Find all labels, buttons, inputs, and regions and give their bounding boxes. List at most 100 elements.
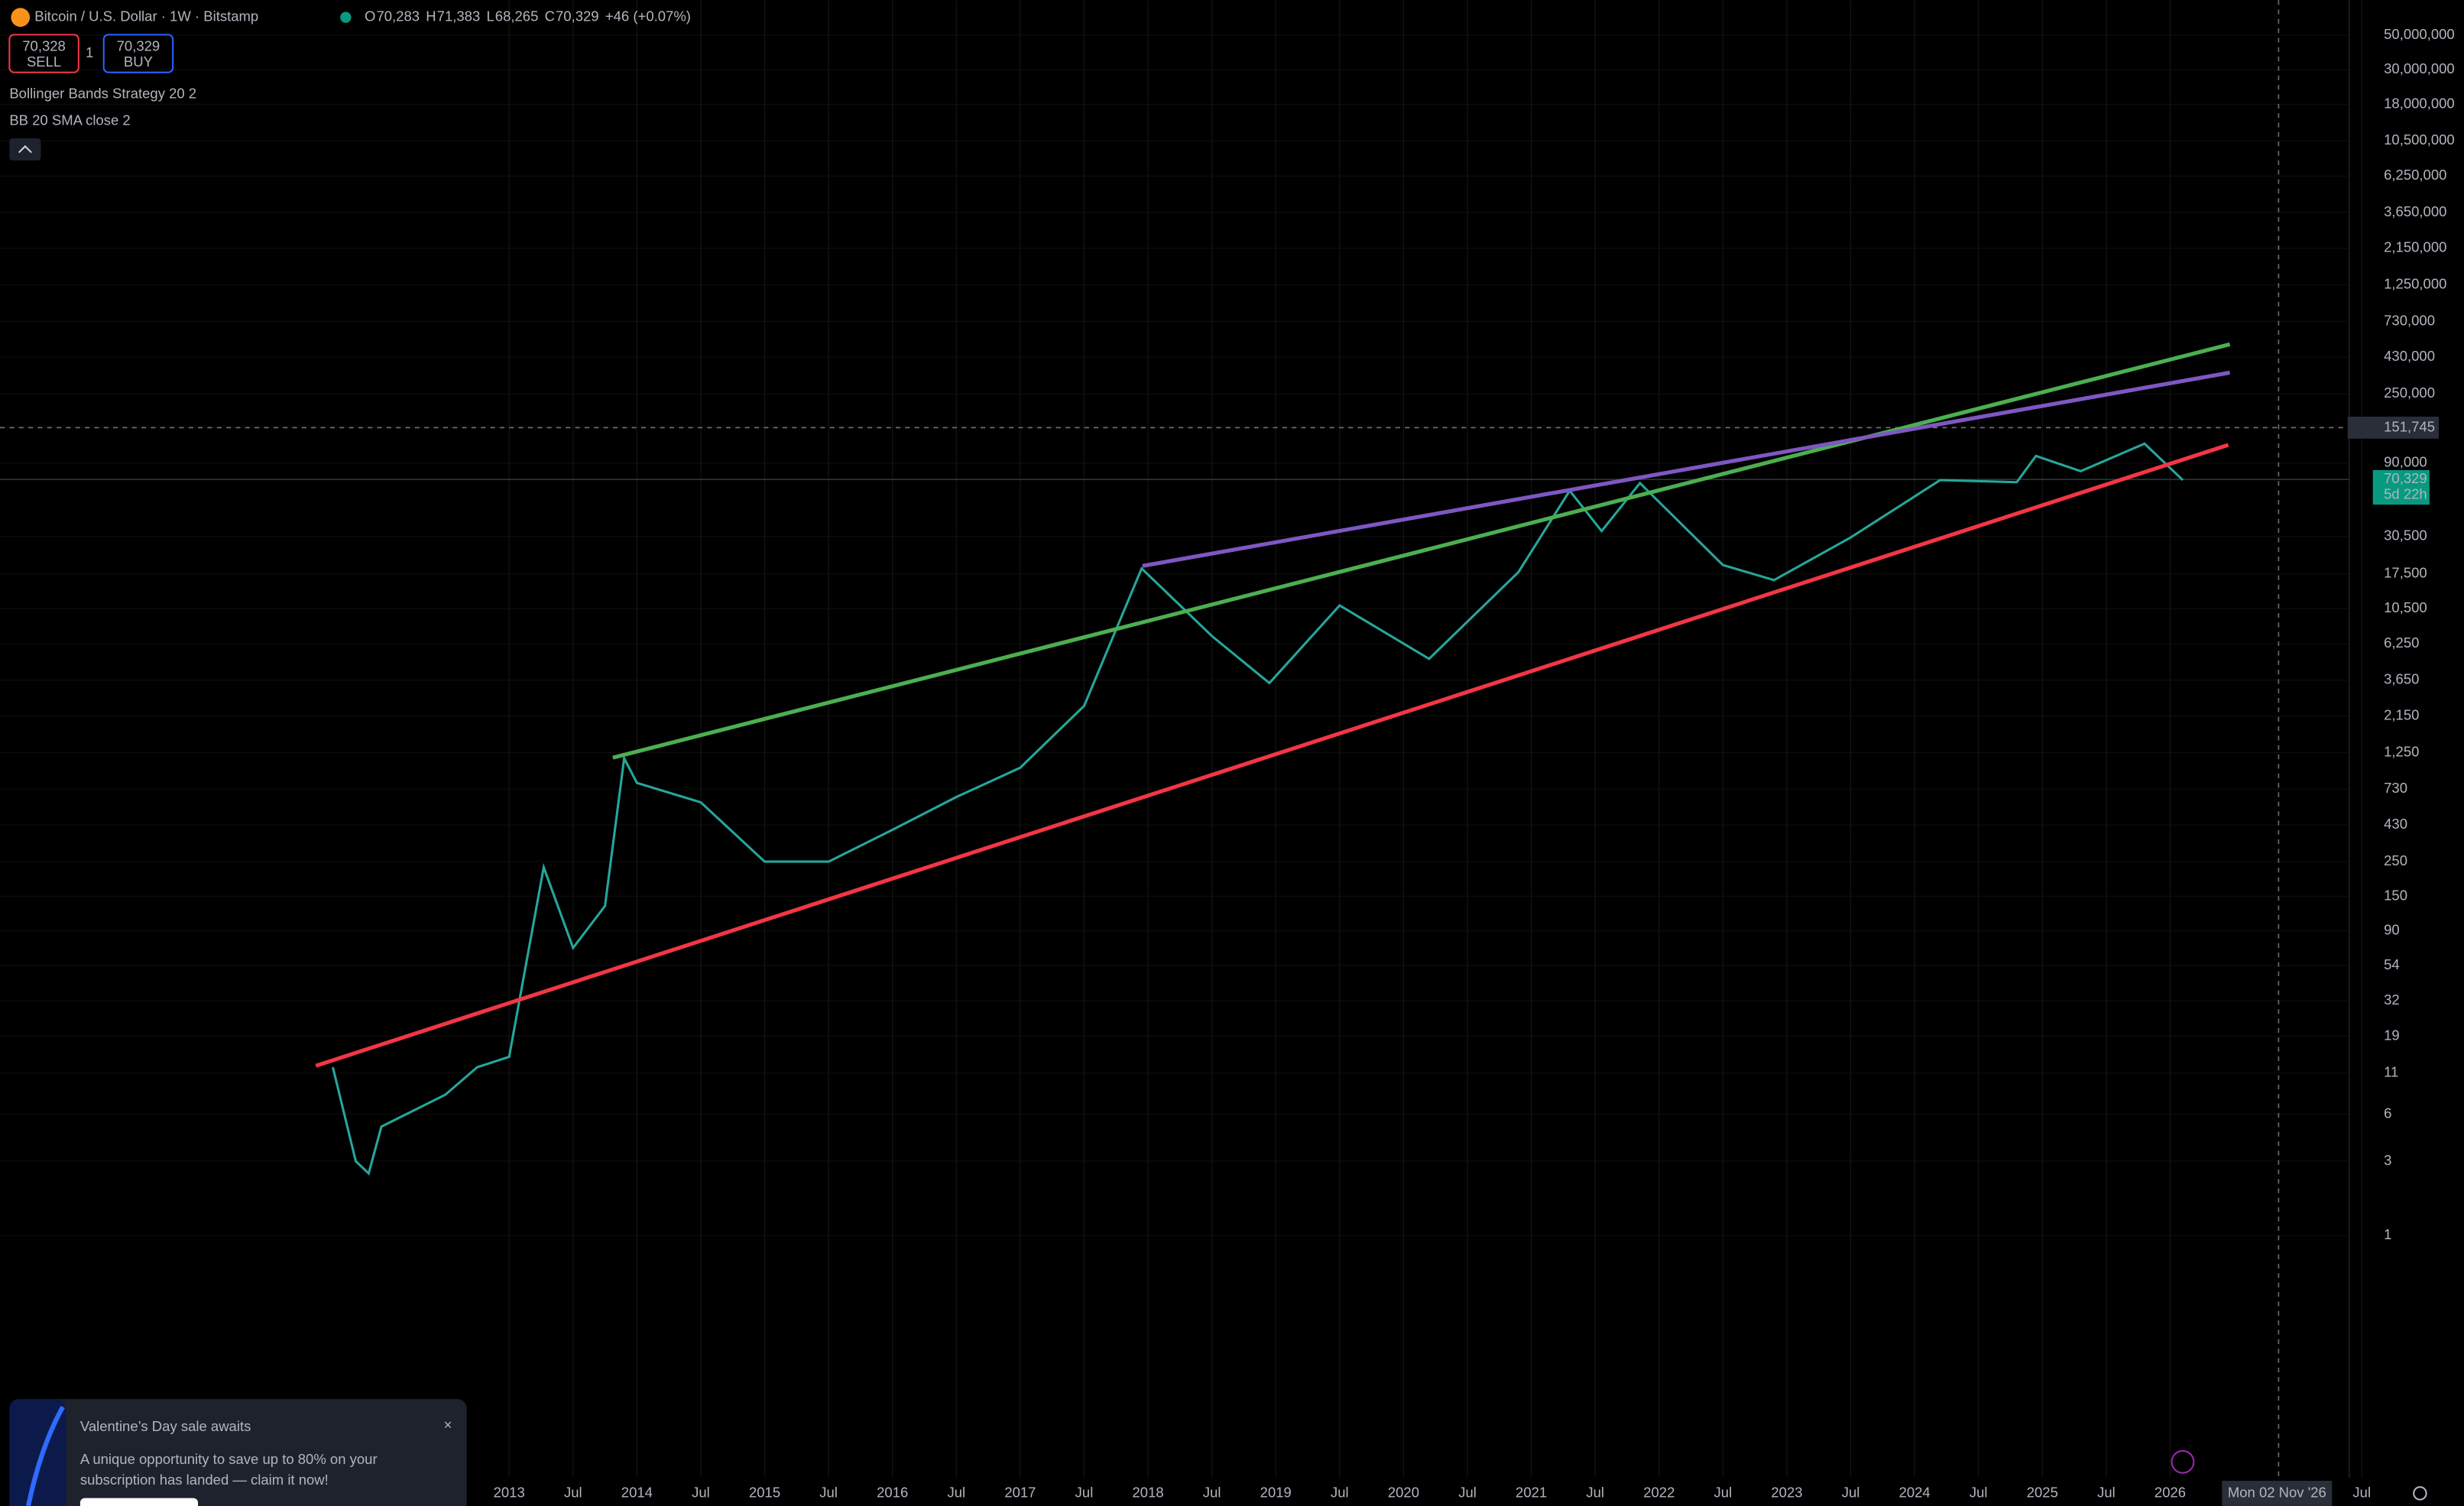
spread: 1 bbox=[86, 44, 93, 60]
y-tick-label: 430,000 bbox=[2384, 348, 2435, 364]
countdown: 5d 22h bbox=[2384, 486, 2427, 502]
x-tick-label: Jul bbox=[1714, 1484, 1733, 1500]
x-tick-label: Jul bbox=[2352, 1484, 2371, 1500]
crosshair-price-badge bbox=[2347, 416, 2440, 439]
y-tick-label: 1,250,000 bbox=[2384, 276, 2446, 292]
x-tick-label: Jul bbox=[1970, 1484, 1988, 1500]
buy-button[interactable] bbox=[102, 34, 174, 73]
ohlc-value: 71,383 bbox=[437, 8, 481, 24]
promo-button[interactable] bbox=[79, 1498, 199, 1506]
x-tick-label: 2021 bbox=[1516, 1484, 1547, 1500]
y-tick-label: 1,250 bbox=[2384, 743, 2419, 759]
sell-button[interactable] bbox=[8, 34, 79, 73]
ohlc-key: O bbox=[365, 8, 375, 24]
symbol-title: Bitcoin / U.S. Dollar · 1W · Bitstamp bbox=[34, 8, 258, 24]
y-tick-label: 6 bbox=[2384, 1105, 2391, 1121]
x-tick-label: 2016 bbox=[877, 1484, 908, 1500]
promo-card bbox=[9, 1399, 467, 1506]
x-tick-label: 2026 bbox=[2154, 1484, 2186, 1500]
ohlc: O 70,283 H 71,383 L 68,265 C 70,329 +46 (+0.07%) bbox=[365, 8, 691, 24]
ohlc-value: 68,265 bbox=[495, 8, 539, 24]
collapse-button[interactable] bbox=[9, 138, 41, 161]
x-tick-label: 2022 bbox=[1643, 1484, 1675, 1500]
y-tick-label: 90,000 bbox=[2384, 454, 2427, 470]
x-tick-label: Jul bbox=[692, 1484, 710, 1500]
y-tick-label: 2,150 bbox=[2384, 706, 2419, 722]
trend-line-support bbox=[315, 443, 2229, 1068]
ohlc-change: +46 (+0.07%) bbox=[605, 8, 691, 24]
x-tick-label: 2025 bbox=[2027, 1484, 2058, 1500]
x-tick-label: 2020 bbox=[1388, 1484, 1419, 1500]
indicator-label[interactable]: Bollinger Bands Strategy 20 2 bbox=[9, 85, 196, 101]
x-tick-label: 2014 bbox=[621, 1484, 653, 1500]
x-tick-label: 2023 bbox=[1771, 1484, 1802, 1500]
x-tick-label: Jul bbox=[1331, 1484, 1349, 1500]
collapse-icon bbox=[18, 144, 32, 154]
x-tick-label: 2017 bbox=[1004, 1484, 1036, 1500]
y-tick-label: 17,500 bbox=[2384, 565, 2427, 581]
y-tick-label: 1 bbox=[2384, 1226, 2391, 1242]
y-tick-label: 430 bbox=[2384, 816, 2407, 832]
x-tick-label: Jul bbox=[2097, 1484, 2115, 1500]
y-tick-label: 250 bbox=[2384, 852, 2407, 868]
y-tick-label: 30,500 bbox=[2384, 527, 2427, 544]
plot bbox=[331, 442, 2184, 1176]
y-tick-label: 11 bbox=[2384, 1064, 2398, 1080]
ohlc-value: 70,283 bbox=[376, 8, 420, 24]
settings-icon[interactable] bbox=[2413, 1486, 2427, 1501]
x-tick-label: Jul bbox=[1842, 1484, 1860, 1500]
y-tick-label: 150 bbox=[2384, 887, 2407, 903]
y-tick-label: 6,250 bbox=[2384, 635, 2419, 651]
grid bbox=[0, 0, 2362, 1478]
y-tick-label: 54 bbox=[2384, 956, 2400, 972]
ohlc-value: 70,329 bbox=[556, 8, 599, 24]
x-tick-label: Jul bbox=[1458, 1484, 1477, 1500]
y-tick-label: 250,000 bbox=[2384, 385, 2435, 401]
x-tick-label: Jul bbox=[1075, 1484, 1094, 1500]
y-tick-label: 10,500,000 bbox=[2384, 131, 2455, 148]
y-tick-label: 3,650,000 bbox=[2384, 203, 2446, 219]
trend-line-purple bbox=[1142, 370, 2231, 568]
promo-body: subscription has landed — claim it now! bbox=[80, 1472, 329, 1488]
y-tick-label: 50,000,000 bbox=[2384, 26, 2455, 42]
promo-body: A unique opportunity to save up to 80% o… bbox=[80, 1451, 378, 1467]
crosshair-date-badge bbox=[2222, 1480, 2333, 1506]
last-price-badge bbox=[2372, 469, 2430, 505]
ohlc-key: C bbox=[545, 8, 555, 24]
x-tick-label: 2018 bbox=[1133, 1484, 1164, 1500]
x-tick-label: Jul bbox=[819, 1484, 838, 1500]
y-tick-label: 19 bbox=[2384, 1027, 2400, 1043]
sell-price: 70,328 bbox=[22, 38, 66, 54]
y-tick-label: 3 bbox=[2384, 1152, 2391, 1168]
btc-icon bbox=[11, 8, 31, 28]
promo-close[interactable]: × bbox=[444, 1417, 452, 1433]
buy-price: 70,329 bbox=[117, 38, 160, 54]
indicator-label[interactable]: BB 20 SMA close 2 bbox=[9, 112, 130, 128]
y-tick-label: 10,500 bbox=[2384, 599, 2427, 615]
crosshair-date: Mon 02 Nov '26 bbox=[2228, 1484, 2326, 1500]
x-tick-label: 2015 bbox=[749, 1484, 780, 1500]
ohlc-key: L bbox=[486, 8, 494, 24]
price-line bbox=[331, 442, 2184, 1176]
x-tick-label: Jul bbox=[947, 1484, 965, 1500]
x-tick-label: 2013 bbox=[494, 1484, 525, 1500]
axes: 50,000,000 30,000,000 18,000,000 10,500,000… bbox=[494, 0, 2455, 1500]
buy-label: BUY bbox=[124, 54, 153, 70]
x-tick-label: 2019 bbox=[1260, 1484, 1292, 1500]
assistant-icon[interactable] bbox=[2171, 1449, 2195, 1474]
x-tick-label: Jul bbox=[564, 1484, 582, 1500]
y-tick-label: 3,650 bbox=[2384, 671, 2419, 687]
x-tick-label: Jul bbox=[1203, 1484, 1221, 1500]
promo-image-art bbox=[25, 1405, 65, 1506]
last-price: 70,329 bbox=[2384, 470, 2427, 486]
ohlc-key: H bbox=[426, 8, 436, 24]
promo-title: Valentine’s Day sale awaits bbox=[80, 1418, 251, 1434]
y-tick-label: 18,000,000 bbox=[2384, 95, 2455, 111]
x-tick-label: Jul bbox=[1586, 1484, 1604, 1500]
x-tick-label: 2024 bbox=[1899, 1484, 1931, 1500]
y-tick-label: 2,150,000 bbox=[2384, 239, 2446, 255]
trend-line-green bbox=[612, 342, 2231, 760]
y-tick-label: 730 bbox=[2384, 780, 2407, 796]
sell-label: SELL bbox=[27, 54, 61, 70]
